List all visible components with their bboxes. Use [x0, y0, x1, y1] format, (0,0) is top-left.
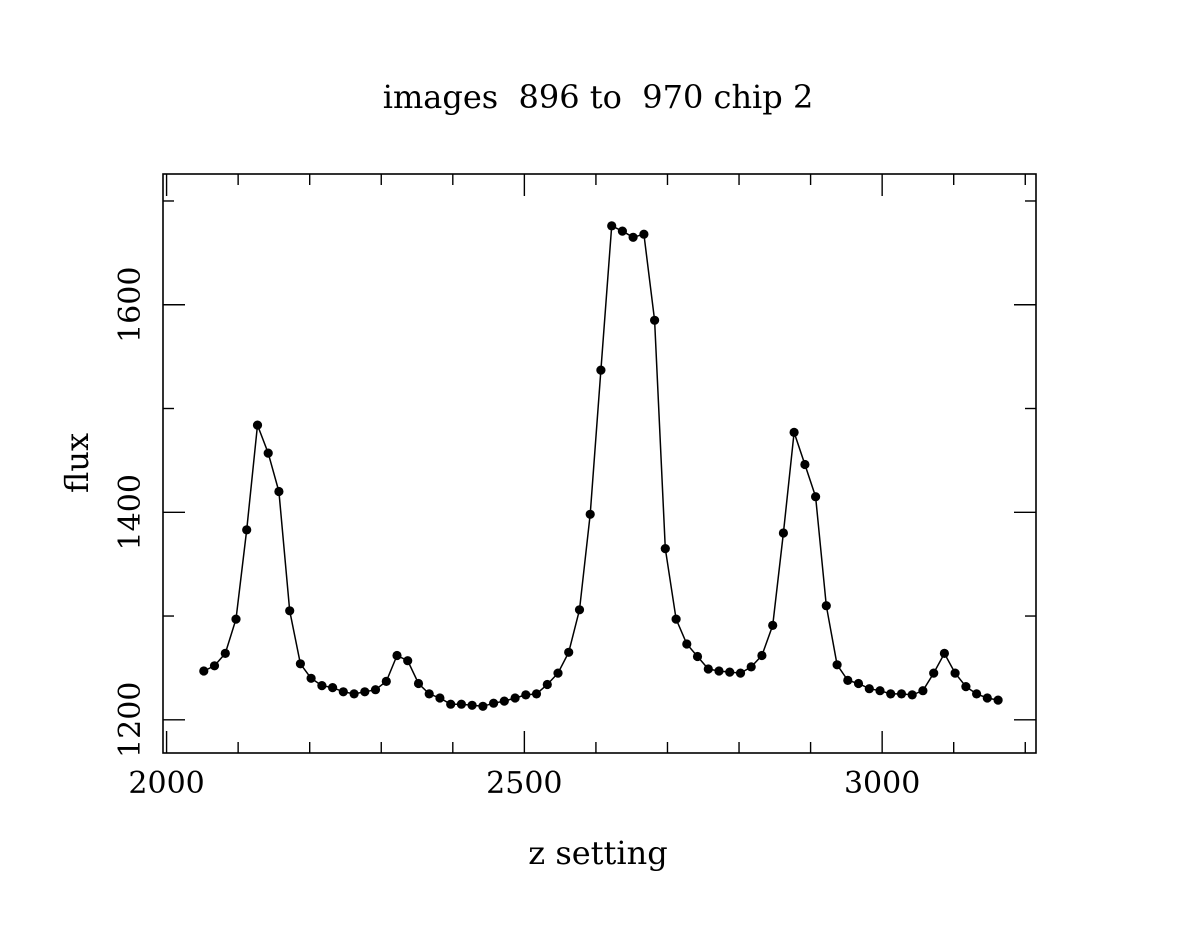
plot-frame — [162, 173, 1037, 754]
data-point — [360, 687, 370, 697]
data-point — [478, 701, 488, 711]
data-point — [231, 614, 241, 624]
data-point — [896, 689, 907, 699]
data-point — [864, 684, 874, 694]
data-point — [489, 698, 499, 708]
data-point — [338, 687, 348, 697]
data-point — [446, 699, 456, 709]
data-point — [306, 673, 316, 683]
data-point — [821, 601, 831, 611]
data-point — [725, 667, 735, 677]
data-point — [285, 606, 295, 616]
data-point — [832, 660, 842, 670]
data-point — [778, 528, 789, 538]
data-point — [564, 647, 574, 657]
x-axis-label: z setting — [528, 834, 667, 872]
data-point — [628, 232, 638, 242]
data-point — [499, 696, 509, 706]
y-tick-label: 1600 — [113, 267, 148, 343]
data-point — [413, 678, 424, 689]
data-point — [714, 666, 724, 676]
data-point — [650, 315, 660, 325]
data-point — [199, 666, 209, 676]
data-point — [220, 648, 230, 659]
data-point — [789, 427, 799, 437]
tick-labels: 2000 2500 3000 1200 1400 1600 — [113, 267, 920, 801]
data-point — [853, 678, 864, 689]
data-point — [811, 492, 821, 502]
data-point — [692, 651, 703, 662]
data-point — [800, 459, 810, 470]
data-point — [424, 689, 434, 699]
data-point — [317, 681, 327, 691]
data-point — [574, 605, 585, 615]
data-point — [510, 693, 520, 703]
series-line — [203, 224, 999, 708]
x-tick-label: 2500 — [486, 766, 562, 801]
data-point — [263, 448, 273, 458]
data-point — [682, 639, 692, 649]
data-point — [435, 693, 445, 703]
data-point — [735, 668, 746, 678]
data-point — [370, 685, 381, 695]
data-point — [875, 686, 885, 696]
y-tick-label: 1200 — [113, 682, 148, 758]
data-point — [918, 686, 928, 696]
data-point — [907, 690, 917, 700]
data-point — [950, 668, 960, 678]
data-point — [660, 544, 670, 554]
data-point — [972, 689, 982, 699]
chart-title: images 896 to 970 chip 2 — [383, 78, 814, 116]
data-point — [757, 650, 767, 661]
data-point — [242, 525, 252, 535]
data-point — [295, 659, 305, 669]
data-point — [381, 676, 391, 687]
data-point — [886, 689, 896, 699]
data-point — [939, 648, 950, 659]
data-point — [617, 226, 628, 236]
data-point — [671, 614, 681, 624]
data-point — [521, 690, 531, 700]
data-point — [349, 689, 359, 699]
data-point — [456, 699, 466, 709]
data-point — [328, 683, 338, 693]
data-point — [961, 682, 971, 692]
data-point — [553, 668, 563, 678]
data-point — [531, 689, 542, 699]
data-point — [252, 420, 263, 430]
data-point — [746, 662, 756, 672]
data-point — [209, 661, 220, 671]
data-point — [768, 620, 778, 631]
data-point — [993, 695, 1003, 705]
data-point — [982, 693, 992, 703]
data-point — [607, 221, 617, 231]
data-points — [199, 221, 1003, 711]
x-tick-label: 3000 — [844, 766, 920, 801]
data-point — [392, 650, 402, 661]
y-tick-label: 1400 — [113, 474, 148, 550]
data-point — [703, 664, 713, 674]
data-point — [843, 675, 853, 686]
x-tick-label: 2000 — [128, 766, 204, 801]
data-point — [542, 679, 552, 690]
y-axis-label: flux — [58, 433, 96, 493]
data-point — [596, 365, 606, 375]
data-point — [274, 486, 284, 497]
axis-ticks — [163, 174, 1036, 753]
data-point — [585, 509, 595, 519]
data-point — [467, 700, 477, 710]
data-point — [639, 229, 649, 239]
data-point — [929, 668, 939, 678]
data-point — [403, 656, 413, 666]
